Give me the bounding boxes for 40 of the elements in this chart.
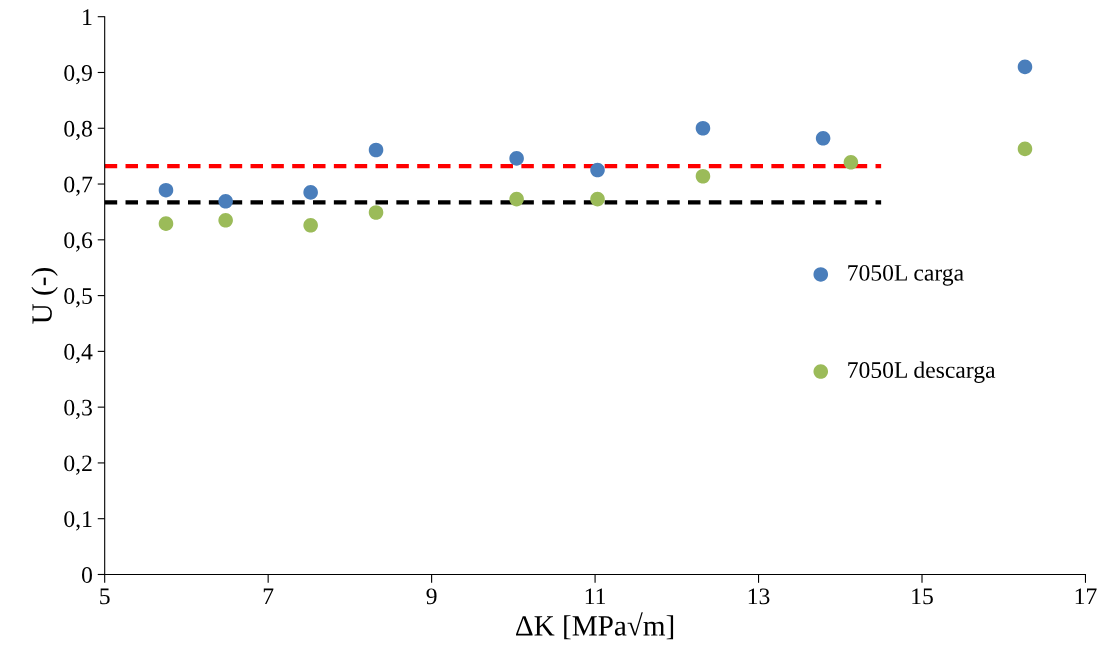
point [1017, 59, 1033, 75]
x-tick-label: 11 [585, 588, 606, 605]
point [1017, 141, 1033, 157]
y-tick-label: 0 [81, 566, 92, 583]
legend-label: 7050L carga [848, 264, 964, 286]
point [590, 191, 605, 207]
y-tick-label: 0,9 [64, 64, 92, 85]
legend-label: 7050L descarga [848, 361, 996, 383]
point [509, 151, 524, 166]
x-tick-label: 17 [1075, 588, 1097, 605]
point [815, 131, 831, 146]
y-tick-label: 0,4 [64, 343, 93, 364]
y-tick-label: 0,3 [64, 399, 92, 419]
point [368, 205, 384, 220]
point [695, 168, 711, 184]
x-tick-label: 7 [263, 588, 274, 605]
x-tick-label: 5 [100, 588, 110, 605]
point [843, 155, 859, 170]
point [218, 194, 233, 209]
x-tick-label: 15 [912, 588, 933, 605]
y-tick-label: 1 [83, 9, 92, 25]
y-tick-label: 0,8 [64, 120, 92, 141]
y-tick-label: 0,6 [64, 232, 93, 252]
x-tick-label: 9 [426, 588, 437, 605]
point [218, 213, 233, 228]
point [590, 162, 605, 178]
point [158, 216, 174, 231]
point [509, 191, 524, 207]
point [695, 120, 711, 136]
point [368, 142, 384, 158]
point [303, 185, 318, 200]
x-axis-title: ΔK [MPa√m] [516, 612, 674, 640]
x-tick-label: 13 [748, 588, 770, 605]
y-tick-label: 0,7 [64, 176, 93, 196]
y-axis-title: U (-) [31, 268, 58, 324]
y-tick-label: 0,5 [64, 288, 92, 308]
point [158, 182, 174, 198]
y-tick-label: 0,1 [64, 511, 92, 531]
y-tick-label: 0,2 [64, 455, 92, 475]
point [303, 218, 318, 233]
